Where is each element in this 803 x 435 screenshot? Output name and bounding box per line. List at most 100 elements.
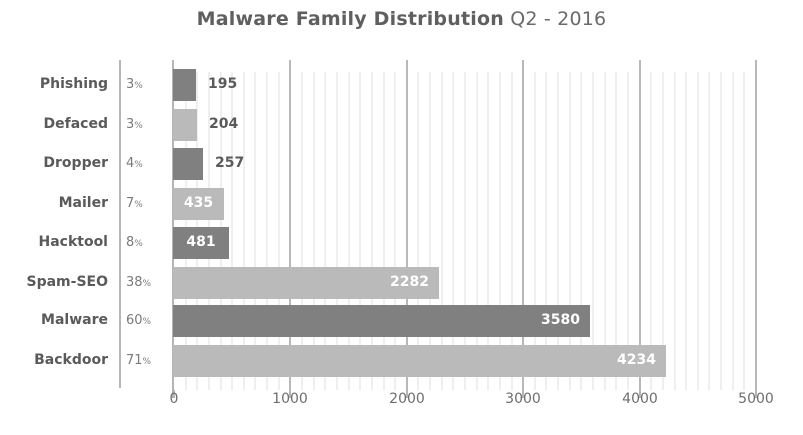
percent-label: 4% (126, 156, 166, 171)
percent-value: 7 (126, 196, 135, 211)
minor-gridline (394, 72, 396, 390)
value-label: 195 (208, 76, 238, 92)
minor-gridline (359, 72, 361, 390)
major-gridline (406, 60, 408, 390)
bar-hacktool (173, 227, 229, 259)
minor-gridline (371, 72, 373, 390)
bar-mailer (173, 188, 224, 220)
percent-label: 3% (126, 77, 166, 92)
minor-gridline (487, 72, 489, 390)
minor-gridline (604, 72, 606, 390)
percent-value: 60 (126, 313, 143, 328)
x-tick (289, 390, 291, 398)
minor-gridline (615, 72, 617, 390)
value-label: 2282 (390, 274, 429, 290)
minor-gridline (685, 72, 687, 390)
minor-gridline (417, 72, 419, 390)
major-gridline (755, 60, 757, 390)
minor-gridline (557, 72, 559, 390)
percent-label: 8% (126, 235, 166, 250)
minor-gridline (545, 72, 547, 390)
label-separator (119, 60, 121, 388)
category-label: Hacktool (38, 234, 108, 250)
major-gridline (522, 60, 524, 390)
minor-gridline (592, 72, 594, 390)
minor-gridline (720, 72, 722, 390)
percent-label: 60% (126, 313, 166, 328)
percent-value: 3 (126, 77, 135, 92)
minor-gridline (336, 72, 338, 390)
minor-gridline (569, 72, 571, 390)
x-tick (522, 390, 524, 398)
minor-gridline (697, 72, 699, 390)
minor-gridline (476, 72, 478, 390)
x-tick-label: 5000 (738, 391, 774, 407)
minor-gridline (674, 72, 676, 390)
minor-gridline (580, 72, 582, 390)
x-tick-label: 0 (169, 391, 179, 407)
value-label: 257 (215, 155, 245, 171)
percent-sign: % (142, 317, 152, 327)
percent-sign: % (134, 200, 143, 210)
x-tick-label: 3000 (505, 391, 541, 407)
percent-label: 3% (126, 117, 166, 132)
percent-sign: % (142, 357, 152, 367)
x-tick-label: 2000 (389, 391, 425, 407)
percent-label: 71% (126, 353, 166, 368)
minor-gridline (511, 72, 513, 390)
minor-gridline (732, 72, 734, 390)
value-label: 204 (209, 116, 239, 132)
category-label: Defaced (43, 116, 108, 132)
percent-value: 8 (126, 235, 135, 250)
percent-sign: % (142, 279, 152, 289)
category-label: Backdoor (34, 352, 108, 368)
minor-gridline (662, 72, 664, 390)
percent-sign: % (134, 81, 143, 91)
minor-gridline (383, 72, 385, 390)
bar-phishing (173, 69, 196, 101)
x-tick-label: 4000 (622, 391, 658, 407)
percent-sign: % (134, 160, 143, 170)
value-label: 481 (186, 234, 216, 250)
minor-gridline (301, 72, 303, 390)
minor-gridline (650, 72, 652, 390)
chart-title-period: Q2 - 2016 (510, 8, 607, 30)
minor-gridline (452, 72, 454, 390)
bar-spam-seo (173, 267, 439, 299)
percent-sign: % (134, 121, 143, 131)
percent-value: 4 (126, 156, 135, 171)
percent-label: 7% (126, 196, 166, 211)
percent-value: 3 (126, 117, 135, 132)
category-label: Dropper (43, 155, 108, 171)
minor-gridline (266, 72, 268, 390)
percent-label: 38% (126, 275, 166, 290)
minor-gridline (627, 72, 629, 390)
percent-value: 71 (126, 353, 143, 368)
x-tick (406, 390, 408, 398)
percent-value: 38 (126, 275, 143, 290)
major-gridline (289, 60, 291, 390)
minor-gridline (313, 72, 315, 390)
value-label: 3580 (541, 312, 580, 328)
minor-gridline (743, 72, 745, 390)
percent-sign: % (134, 239, 143, 249)
minor-gridline (499, 72, 501, 390)
minor-gridline (441, 72, 443, 390)
x-tick (173, 390, 175, 398)
bar-malware (173, 305, 590, 337)
bar-backdoor (173, 345, 666, 377)
category-label: Malware (41, 312, 108, 328)
x-tick (639, 390, 641, 398)
category-label: Spam-SEO (26, 274, 109, 290)
bar-dropper (173, 148, 203, 180)
minor-gridline (231, 72, 233, 390)
minor-gridline (429, 72, 431, 390)
bar-defaced (173, 109, 197, 141)
value-label: 435 (183, 195, 214, 211)
minor-gridline (243, 72, 245, 390)
minor-gridline (708, 72, 710, 390)
major-gridline (639, 60, 641, 390)
minor-gridline (254, 72, 256, 390)
chart-title: Malware Family Distribution Q2 - 2016 (0, 8, 803, 30)
